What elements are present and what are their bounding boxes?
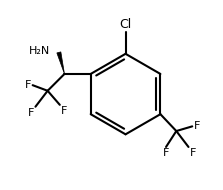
- Text: H₂N: H₂N: [29, 46, 50, 55]
- Text: F: F: [190, 148, 196, 158]
- Text: F: F: [25, 80, 31, 90]
- Text: F: F: [194, 121, 200, 131]
- Text: F: F: [28, 108, 35, 118]
- Text: F: F: [61, 106, 68, 116]
- Polygon shape: [57, 52, 64, 74]
- Text: Cl: Cl: [120, 18, 132, 31]
- Text: F: F: [163, 148, 169, 158]
